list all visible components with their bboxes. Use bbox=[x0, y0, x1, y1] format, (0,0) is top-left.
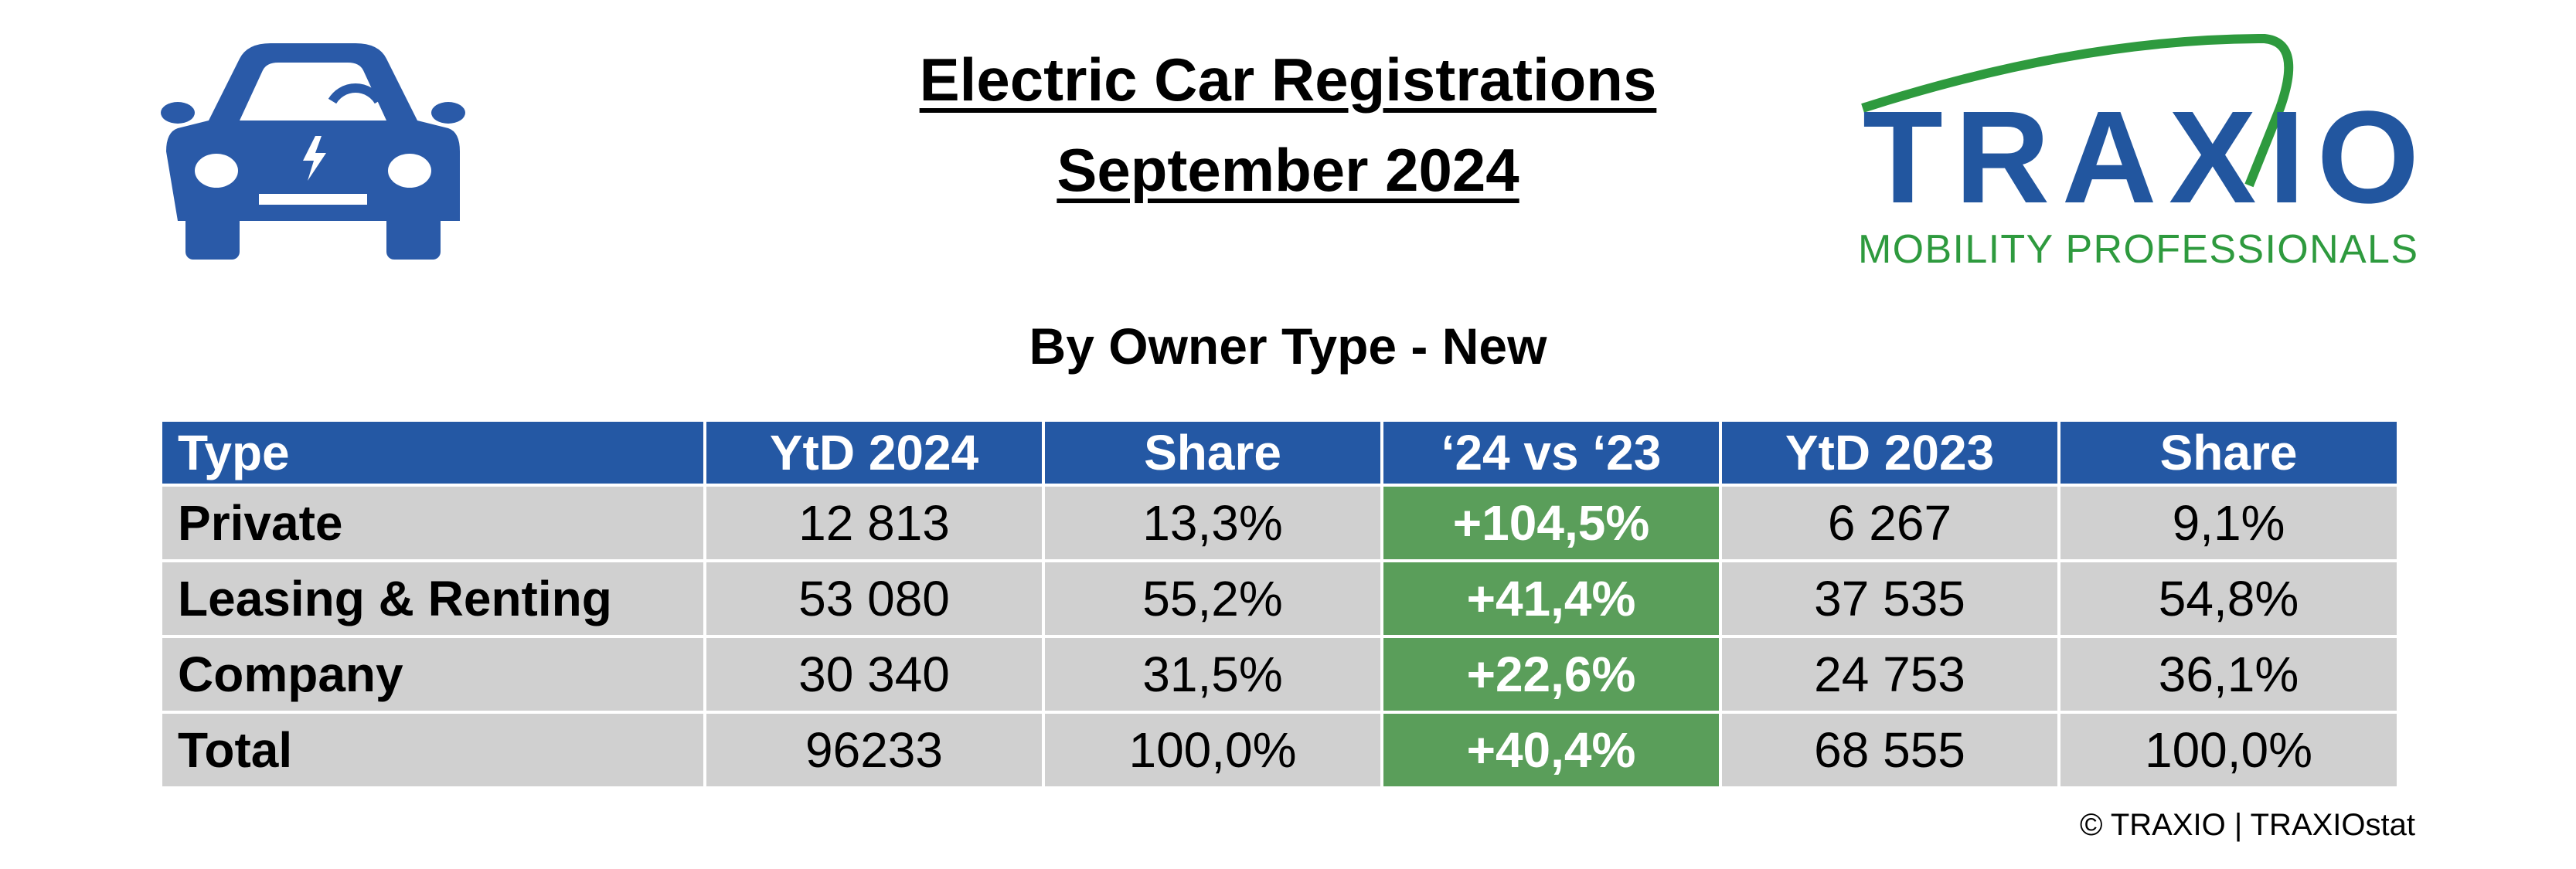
table-cell: 53 080 bbox=[703, 559, 1045, 638]
logo-tagline: MOBILITY PROFESSIONALS bbox=[1858, 227, 2418, 270]
table-cell: +104,5% bbox=[1380, 484, 1722, 562]
table-cell: +22,6% bbox=[1380, 635, 1722, 714]
title-line: Electric Car Registrations bbox=[919, 46, 1657, 114]
column-header: Share bbox=[2057, 419, 2400, 487]
data-table: Type YtD 2024 Share ‘24 vs ‘23 YtD 2023 Share… bbox=[159, 419, 2400, 789]
table-cell: 54,8% bbox=[2057, 559, 2400, 638]
table-cell: 96233 bbox=[703, 711, 1045, 789]
table-row: Total 96233 100,0% +40,4% 68 555 100,0% bbox=[159, 711, 2400, 789]
table-cell: 100,0% bbox=[2057, 711, 2400, 789]
table-cell: +40,4% bbox=[1380, 711, 1722, 789]
table-cell: Private bbox=[159, 484, 706, 562]
table-cell: 55,2% bbox=[1042, 559, 1383, 638]
column-header: Share bbox=[1042, 419, 1383, 487]
table-row: Private 12 813 13,3% +104,5% 6 267 9,1% bbox=[159, 484, 2400, 562]
logo-name: TRAXIO bbox=[1863, 84, 2419, 231]
table-cell: +41,4% bbox=[1380, 559, 1722, 638]
table-cell: 68 555 bbox=[1719, 711, 2060, 789]
logo: TRAXIO MOBILITY PROFESSIONALS bbox=[1858, 33, 2419, 270]
table-cell: 13,3% bbox=[1042, 484, 1383, 562]
title-line: September 2024 bbox=[1057, 136, 1519, 204]
table-cell: Company bbox=[159, 635, 706, 714]
table-cell: 31,5% bbox=[1042, 635, 1383, 714]
subtitle: By Owner Type - New bbox=[1029, 317, 1547, 375]
car-icon bbox=[161, 43, 465, 260]
table-cell: 100,0% bbox=[1042, 711, 1383, 789]
table-cell: 30 340 bbox=[703, 635, 1045, 714]
table-row: Company 30 340 31,5% +22,6% 24 753 36,1% bbox=[159, 635, 2400, 714]
column-header: Type bbox=[159, 419, 706, 487]
table-cell: 12 813 bbox=[703, 484, 1045, 562]
table-cell: Total bbox=[159, 711, 706, 789]
header-row: Type YtD 2024 Share ‘24 vs ‘23 YtD 2023 Share bbox=[159, 419, 2400, 487]
table-cell: 24 753 bbox=[1719, 635, 2060, 714]
table-cell: 6 267 bbox=[1719, 484, 2060, 562]
table-row: Leasing & Renting 53 080 55,2% +41,4% 37 535… bbox=[159, 559, 2400, 638]
table-cell: 9,1% bbox=[2057, 484, 2400, 562]
column-header: YtD 2024 bbox=[703, 419, 1045, 487]
footer: © TRAXIO | TRAXIOstat bbox=[2079, 808, 2415, 842]
column-header: ‘24 vs ‘23 bbox=[1380, 419, 1722, 487]
table-cell: 36,1% bbox=[2057, 635, 2400, 714]
table-cell: Leasing & Renting bbox=[159, 559, 706, 638]
column-header: YtD 2023 bbox=[1719, 419, 2060, 487]
table-cell: 37 535 bbox=[1719, 559, 2060, 638]
